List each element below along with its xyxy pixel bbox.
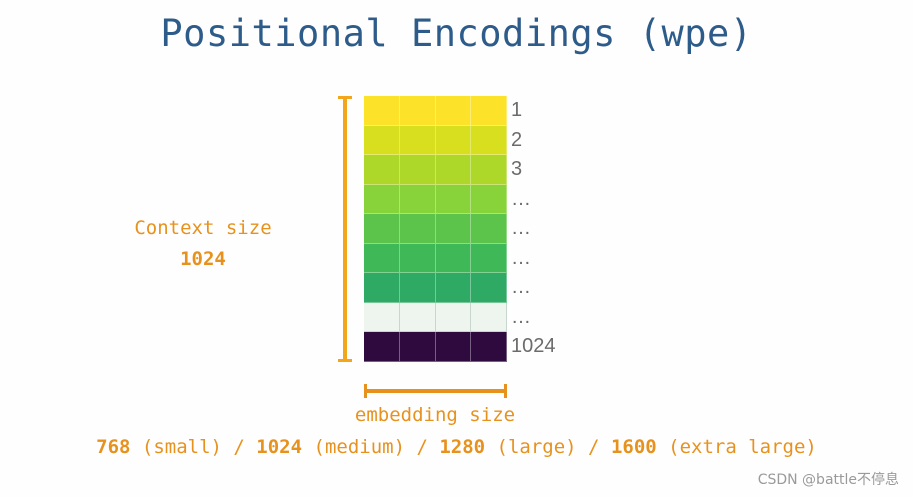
matrix-cell (471, 302, 507, 332)
position-label: … (511, 246, 531, 269)
matrix-row (364, 332, 507, 362)
position-labels: 1 2 3 … … … … … 1024 (511, 96, 556, 362)
size-medium-value: 1024 (256, 436, 303, 458)
matrix-cell (364, 125, 400, 155)
matrix-row (364, 302, 507, 332)
matrix-cell (435, 243, 472, 273)
size-xl-label: (extra large) (656, 436, 817, 458)
matrix-cell (399, 155, 436, 185)
matrix-cell (435, 125, 472, 155)
embedding-size-label: embedding size (354, 404, 516, 426)
matrix-cell (471, 243, 507, 273)
position-label: 2 (511, 128, 523, 151)
matrix-cell (399, 184, 436, 214)
matrix-cell (364, 184, 400, 214)
position-label: … (511, 276, 531, 298)
matrix-cell (364, 214, 400, 244)
matrix-cell (399, 332, 436, 362)
matrix-row (364, 214, 507, 244)
position-label: 1 (511, 99, 523, 121)
matrix-cell (435, 214, 472, 244)
size-xl-value: 1600 (610, 436, 657, 458)
matrix-cell (471, 214, 507, 244)
matrix-cell (364, 302, 400, 332)
size-small-value: 768 (96, 436, 131, 458)
matrix-cell (364, 273, 400, 303)
matrix-cell (471, 96, 507, 126)
matrix-cell (399, 302, 436, 332)
matrix-cell (399, 243, 436, 273)
matrix-cell (435, 273, 472, 303)
matrix-cell (435, 332, 472, 362)
matrix-cell (399, 273, 436, 303)
matrix-cell (364, 155, 400, 185)
matrix-cell (364, 96, 400, 126)
matrix-cell (435, 302, 472, 332)
matrix-row (364, 125, 507, 155)
matrix-cell (471, 125, 507, 155)
diagram-title: Positional Encodings (wpe) (160, 12, 753, 55)
position-label: … (511, 305, 531, 328)
position-label: 3 (511, 158, 523, 180)
matrix-cell (435, 155, 472, 185)
matrix-cell (471, 332, 507, 362)
matrix-row (364, 184, 507, 214)
embedding-size-bracket (364, 384, 507, 398)
matrix-row (364, 273, 507, 303)
position-label: … (511, 187, 531, 210)
context-size-value: 1024 (180, 248, 226, 270)
model-sizes-line: 768 (small) / 1024 (medium) / 1280 (larg… (0, 436, 913, 458)
matrix-cell (435, 96, 472, 126)
position-label: … (511, 217, 531, 239)
context-size-label: Context size (134, 217, 272, 239)
matrix-row (364, 96, 507, 126)
matrix-row (364, 243, 507, 273)
positional-encoding-matrix (364, 96, 507, 362)
context-size-bracket (338, 96, 352, 362)
matrix-cell (471, 273, 507, 303)
matrix-cell (364, 332, 400, 362)
matrix-cell (471, 155, 507, 185)
matrix-cell (399, 125, 436, 155)
watermark: CSDN @battle不停息 (757, 472, 899, 488)
matrix-cell (435, 184, 472, 214)
matrix-cell (471, 184, 507, 214)
matrix-row (364, 155, 507, 185)
matrix-cell (364, 243, 400, 273)
size-large-label: (large) / (485, 436, 611, 458)
matrix-cell (399, 214, 436, 244)
size-small-label: (small) / (130, 436, 257, 458)
size-large-value: 1280 (439, 436, 486, 458)
position-label: 1024 (511, 335, 556, 357)
size-medium-label: (medium) / (302, 436, 440, 458)
matrix-cell (399, 96, 436, 126)
